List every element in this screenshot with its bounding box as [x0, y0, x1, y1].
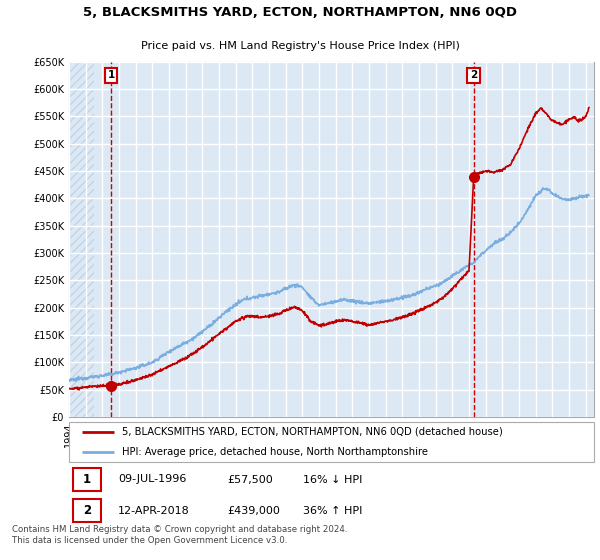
- Text: 2: 2: [470, 71, 477, 81]
- Text: 1: 1: [83, 473, 91, 486]
- Text: HPI: Average price, detached house, North Northamptonshire: HPI: Average price, detached house, Nort…: [121, 447, 427, 457]
- FancyBboxPatch shape: [73, 500, 101, 522]
- Text: 2: 2: [83, 504, 91, 517]
- Bar: [69, 62, 94, 417]
- Text: Contains HM Land Registry data © Crown copyright and database right 2024.
This d: Contains HM Land Registry data © Crown c…: [12, 525, 347, 545]
- Text: 5, BLACKSMITHS YARD, ECTON, NORTHAMPTON, NN6 0QD (detached house): 5, BLACKSMITHS YARD, ECTON, NORTHAMPTON,…: [121, 427, 502, 437]
- Text: £439,000: £439,000: [228, 506, 281, 516]
- Text: 16% ↓ HPI: 16% ↓ HPI: [304, 474, 363, 484]
- FancyBboxPatch shape: [73, 468, 101, 491]
- Text: Price paid vs. HM Land Registry's House Price Index (HPI): Price paid vs. HM Land Registry's House …: [140, 41, 460, 51]
- FancyBboxPatch shape: [69, 422, 594, 462]
- Text: 5, BLACKSMITHS YARD, ECTON, NORTHAMPTON, NN6 0QD: 5, BLACKSMITHS YARD, ECTON, NORTHAMPTON,…: [83, 6, 517, 20]
- Text: 09-JUL-1996: 09-JUL-1996: [118, 474, 187, 484]
- Text: 36% ↑ HPI: 36% ↑ HPI: [304, 506, 363, 516]
- Text: £57,500: £57,500: [228, 474, 274, 484]
- Text: 12-APR-2018: 12-APR-2018: [118, 506, 190, 516]
- Text: 1: 1: [107, 71, 115, 81]
